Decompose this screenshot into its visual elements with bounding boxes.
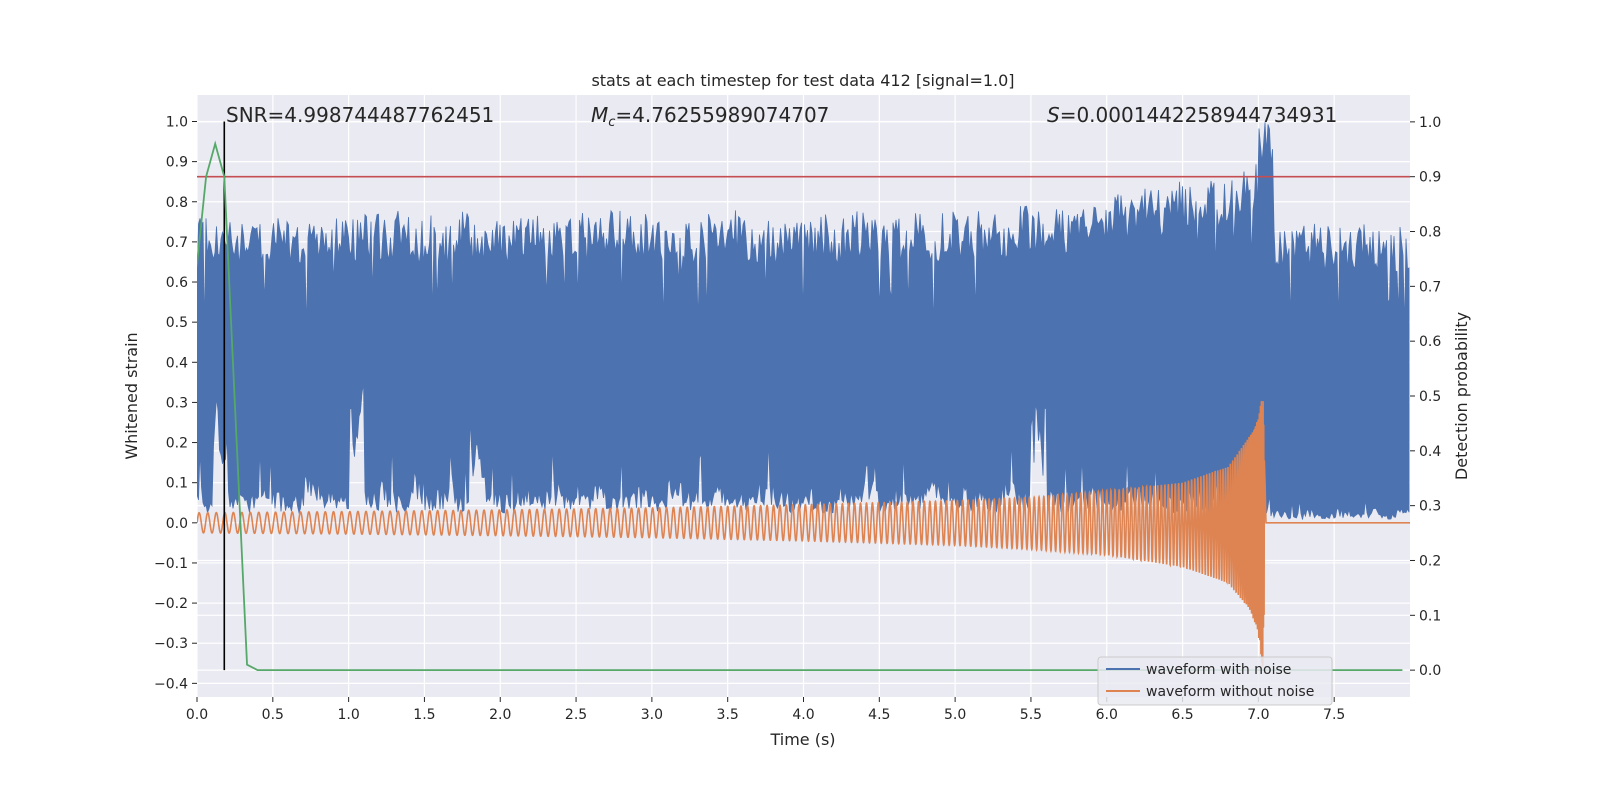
legend-box — [1097, 656, 1333, 706]
mc-value: =4.76255989074707 — [615, 103, 829, 127]
y-right-tick-label: 0.4 — [1419, 444, 1441, 460]
legend: waveform with noise waveform without noi… — [1097, 656, 1333, 706]
x-axis-label: Time (s) — [769, 730, 835, 749]
s-annotation: S=0.0001442258944734931 — [1047, 103, 1337, 127]
x-tick-label: 0.5 — [262, 707, 284, 723]
probability-line — [197, 140, 1403, 672]
y-axis-label: Whitened strain — [122, 332, 141, 459]
y-right-tick-label: 0.0 — [1419, 663, 1441, 679]
s-value: =0.0001442258944734931 — [1060, 103, 1338, 127]
y-tick-label: 0.0 — [166, 516, 188, 532]
y-tick-label: 0.2 — [166, 436, 188, 452]
y-right-tick-label: 0.7 — [1419, 279, 1441, 295]
y-right-tick-label: 0.1 — [1419, 608, 1441, 624]
x-tick-label: 6.5 — [1171, 707, 1193, 723]
axis-ticks: 0.0 0.5 1.0 1.5 2.0 2.5 3.0 3.5 4.0 4.5 5.0 5.5 6.0 6… — [154, 114, 1441, 723]
y-right-tick-label: 0.8 — [1419, 225, 1441, 241]
y-axis-right-label: Detection probability — [1452, 312, 1471, 480]
y-right-tick-label: 0.9 — [1419, 170, 1441, 186]
y-tick-label: 0.5 — [166, 315, 188, 331]
y-right-tick-label: 0.6 — [1419, 334, 1441, 350]
x-tick-label: 3.5 — [717, 707, 739, 723]
y-right-tick-label: 1.0 — [1419, 115, 1441, 131]
x-tick-label: 5.5 — [1020, 707, 1042, 723]
x-tick-label: 2.5 — [565, 707, 587, 723]
snr-annotation: SNR=4.998744487762451 — [226, 103, 494, 127]
y-tick-label: 0.8 — [166, 195, 188, 211]
x-tick-label: 4.5 — [868, 707, 890, 723]
y-tick-label: −0.1 — [154, 556, 188, 572]
noise-waveform — [197, 122, 1410, 520]
x-tick-label: 1.0 — [337, 707, 359, 723]
chart-marks — [197, 121, 1410, 672]
x-tick-label: 6.0 — [1096, 707, 1118, 723]
x-tick-label: 5.0 — [944, 707, 966, 723]
y-tick-label: 0.3 — [166, 395, 188, 411]
y-tick-label: −0.2 — [154, 596, 188, 612]
x-tick-label: 0.0 — [186, 707, 208, 723]
legend-label-clean: waveform without noise — [1146, 684, 1314, 700]
x-tick-label: 1.5 — [413, 707, 435, 723]
y-tick-label: 0.1 — [166, 476, 188, 492]
chirp-mass-annotation: Mc=4.76255989074707 — [591, 103, 829, 130]
s-symbol: S — [1047, 103, 1060, 127]
y-right-tick-label: 0.3 — [1419, 499, 1441, 515]
legend-label-noise: waveform with noise — [1146, 662, 1291, 678]
y-tick-label: 0.6 — [166, 275, 188, 291]
clean-waveform — [197, 401, 1410, 667]
y-tick-label: −0.4 — [154, 676, 188, 692]
mc-symbol: M — [591, 103, 608, 127]
x-tick-label: 4.0 — [792, 707, 814, 723]
x-tick-label: 2.0 — [489, 707, 511, 723]
y-right-tick-label: 0.5 — [1419, 389, 1441, 405]
x-tick-label: 7.0 — [1247, 707, 1269, 723]
y-tick-label: −0.3 — [154, 636, 188, 652]
y-right-tick-label: 0.2 — [1419, 553, 1441, 569]
y-tick-label: 0.4 — [166, 355, 188, 371]
mc-subscript: c — [608, 115, 615, 130]
x-tick-label: 3.0 — [641, 707, 663, 723]
x-tick-label: 7.5 — [1323, 707, 1345, 723]
y-tick-label: 1.0 — [166, 114, 188, 130]
y-tick-label: 0.9 — [166, 155, 188, 171]
y-tick-label: 0.7 — [166, 235, 188, 251]
chart-title: stats at each timestep for test data 412… — [591, 71, 1014, 90]
